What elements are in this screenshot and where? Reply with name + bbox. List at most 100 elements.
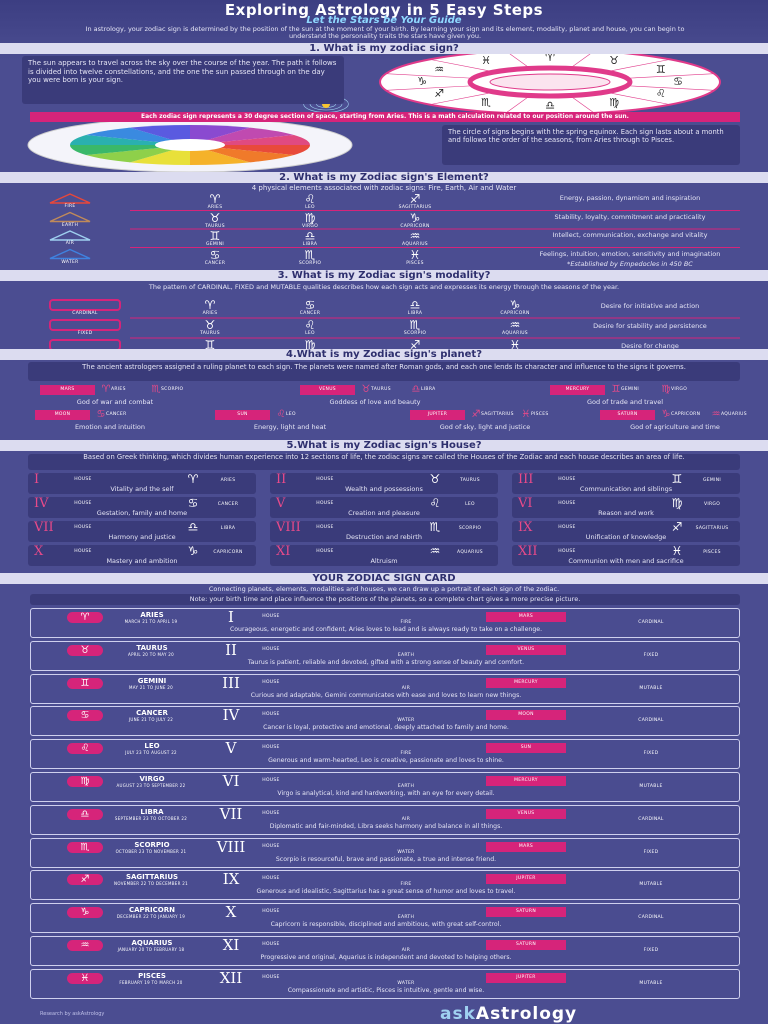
card-modality: CARDINAL (638, 816, 664, 822)
card-dates: NOVEMBER 22 TO DECEMBER 21 (114, 881, 188, 887)
sign-name: ARIES (207, 205, 223, 210)
sign-name: GEMINI (205, 242, 225, 247)
sign-name: CANCER (204, 260, 226, 266)
card-symbol: ♏ (67, 841, 103, 853)
card-planet: MARS (486, 612, 566, 622)
card-dates: JUNE 21 TO JULY 22 (128, 717, 174, 723)
card-modality: FIXED (643, 849, 659, 855)
house-numeral: VII (34, 520, 54, 535)
sign-card: ♋ CANCER JUNE 21 TO JULY 22 IV HOUSE WATER MOO… (30, 706, 740, 737)
sign-symbol: ♌ (304, 192, 316, 206)
card-sign: SAGITTARIUS (125, 873, 179, 882)
card-sign: TAURUS (136, 643, 168, 652)
house-cell: VIII HOUSE ♏ SCORPIO Destruction and rebirth (270, 521, 498, 542)
house-sign: PISCES (703, 550, 721, 555)
card-planet: MERCURY (486, 776, 566, 786)
house-symbol: ♉ (429, 472, 441, 486)
card-planet: MOON (486, 710, 566, 721)
color-segment (190, 135, 310, 145)
card-planet: SUN (486, 743, 566, 754)
wheel-symbol: ♍ (609, 96, 619, 109)
sign-name: AQUARIUS (502, 331, 528, 336)
sign-symbol: ♓ (409, 247, 421, 262)
section-heading: 1. What is my zodiac sign? (0, 43, 768, 54)
house-numeral: II (276, 472, 287, 487)
sign-symbol: ♉ (209, 210, 221, 225)
sign-symbol: ♑ (509, 298, 521, 312)
intro: 4 physical elements associated with zodi… (251, 184, 517, 192)
card-sign: PISCES (138, 971, 166, 980)
sign-symbol: ♈ (101, 384, 111, 395)
planet-name: SATURN (600, 410, 655, 420)
element-icon (49, 193, 91, 204)
card-sign: GEMINI (137, 676, 167, 685)
card-modality: MUTABLE (639, 980, 663, 986)
sign-symbol: ♎ (411, 384, 421, 395)
element-description: Stability, loyalty, commitment and pract… (554, 212, 706, 221)
house-cell: IX HOUSE ♐ SAGITTARIUS Unification of knowle… (512, 521, 740, 542)
card-planet: JUPITER (486, 972, 566, 983)
modality-name: CARDINAL (72, 311, 98, 316)
color-segment (190, 127, 294, 145)
sign-symbol: ♑ (661, 409, 671, 420)
house-cell: XII HOUSE ♓ PISCES Communion with men and sa… (512, 545, 740, 566)
sign-name: LIBRA (421, 387, 436, 392)
sign-name: TAURUS (205, 223, 225, 229)
color-segment (130, 145, 190, 165)
card-text: Curious and adaptable, Gemini communicat… (250, 691, 522, 699)
house-numeral: III (518, 472, 534, 487)
sign-card: ♍ VIRGO AUGUST 23 TO SEPTEMBER 22 VI HOUSE EA… (30, 772, 740, 802)
house-cell: II HOUSE ♉ TAURUS Wealth and possessions (270, 473, 498, 494)
house-description: Unification of knowledge (585, 533, 667, 541)
house-cell: III HOUSE ♊ GEMINI Communication and sibling… (512, 473, 740, 494)
card-house: HOUSE (262, 646, 280, 652)
card-element: AIR (401, 816, 411, 822)
house-description: Communion with men and sacrifice (568, 557, 684, 565)
planet-description: Goddess of love and beauty (329, 398, 421, 406)
modality-icon (49, 299, 121, 311)
sign-symbol: ♑ (409, 210, 421, 225)
card-element: EARTH (397, 652, 415, 658)
color-segment (86, 145, 190, 163)
house-label: HOUSE (558, 477, 576, 482)
sign-symbol: ♓ (509, 338, 521, 352)
footnote: *Established by Empedocles in 450 BC (567, 260, 693, 268)
sign-symbol: ♒ (711, 409, 721, 420)
planet-description: God of trade and travel (586, 398, 664, 406)
card-sign: AQUARIUS (131, 939, 173, 947)
sign-name: LEO (305, 205, 315, 210)
modality-icon (49, 319, 121, 331)
sign-symbol: ♐ (471, 409, 481, 420)
sign-name: LIBRA (407, 311, 423, 316)
house-label: HOUSE (316, 477, 334, 482)
house-cell: X HOUSE ♑ CAPRICORN Mastery and ambition (28, 545, 256, 566)
card-symbol: ♒ (67, 940, 103, 951)
color-segment (70, 135, 190, 145)
banner: Each zodiac sign represents a 30 degree … (30, 112, 740, 122)
modality-name: FIXED (77, 331, 93, 336)
card-element: WATER (397, 980, 415, 986)
card-element: EARTH (397, 915, 415, 921)
house-description: Vitality and the self (110, 485, 174, 493)
house-symbol: ♎ (187, 520, 199, 534)
card-element: FIRE (400, 751, 412, 757)
sign-symbol: ♎ (304, 229, 316, 243)
wheel-divider (385, 85, 471, 91)
element-icon (49, 230, 91, 241)
card-element: AIR (401, 948, 411, 953)
house-symbol: ♒ (429, 544, 441, 558)
sign-name: PISCES (406, 260, 424, 266)
house-symbol: ♐ (671, 520, 683, 534)
sign-symbol: ♋ (96, 409, 106, 420)
house-symbol: ♋ (187, 496, 199, 510)
section-heading: 5.What is my Zodiac sign's House? (0, 440, 768, 451)
planet-name: MARS (40, 385, 95, 395)
card-house: HOUSE (262, 712, 280, 718)
card-symbol: ♑ (67, 907, 103, 919)
card-symbol: ♍ (67, 776, 103, 787)
intro: In astrology, your zodiac sign is determ… (85, 25, 685, 40)
card-numeral: III (222, 673, 240, 692)
sign-name: CANCER (106, 412, 127, 417)
sign-name: SAGITTARIUS (481, 412, 514, 417)
